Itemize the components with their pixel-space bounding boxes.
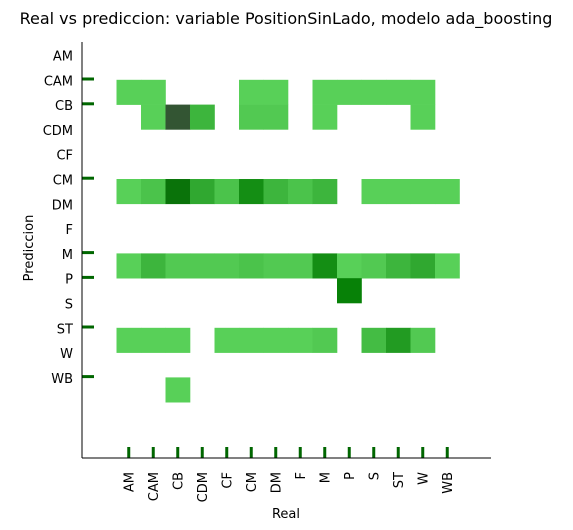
- x-tick-label-CDM: CDM: [196, 472, 211, 502]
- x-tick-labels: AM CAM CB CDM CF CM DM F M P S ST W WB: [122, 472, 456, 502]
- x-tick-label-DM: DM: [269, 472, 284, 493]
- x-tick-label-P: P: [343, 472, 358, 480]
- heatmap-cell-CM-F: [288, 179, 313, 205]
- y-tick-label-M: M: [62, 248, 73, 263]
- heatmap-cell-CAM-M: [312, 79, 338, 105]
- heatmap-cell-CM-CAM: [141, 179, 166, 205]
- heatmap-cell-CB-CDM: [190, 104, 215, 130]
- heatmap-cell-CAM-DM: [263, 79, 289, 105]
- x-tick-label-S: S: [367, 472, 382, 480]
- heatmap-cell-CAM-W: [410, 79, 436, 105]
- heatmap-cell-M-CDM: [190, 253, 215, 279]
- y-tick-label-AM: AM: [53, 50, 73, 65]
- heatmap-cell-CB-M: [312, 104, 338, 130]
- heatmap-cell-CM-M: [312, 179, 338, 205]
- heatmap-cell-CM-DM: [263, 179, 289, 205]
- heatmap-cell-M-F: [288, 253, 313, 279]
- heatmap-cell-ST-M: [312, 327, 338, 353]
- heatmap-cell-CM-CF: [214, 179, 240, 205]
- y-tick-label-F: F: [66, 223, 73, 238]
- heatmap-cell-P-P: [337, 278, 362, 304]
- chart-title: Real vs prediccion: variable PositionSin…: [20, 9, 553, 29]
- heatmap-cell-M-AM: [116, 253, 142, 279]
- heatmap-cell-CM-AM: [116, 179, 142, 205]
- heatmap-cell-M-CB: [165, 253, 191, 279]
- x-tick-label-CB: CB: [171, 472, 186, 490]
- x-tick-label-M: M: [318, 472, 333, 483]
- heatmap-cell-ST-F: [288, 327, 313, 353]
- heatmap-cells: [116, 79, 460, 403]
- heatmap-cell-CB-CM: [239, 104, 264, 130]
- heatmap-cell-CAM-ST: [386, 79, 411, 105]
- heatmap-cell-CB-CAM: [141, 104, 166, 130]
- heatmap-cell-CM-WB: [435, 179, 460, 205]
- heatmap-cell-M-W: [410, 253, 436, 279]
- heatmap-cell-M-DM: [263, 253, 289, 279]
- y-tick-label-CB: CB: [55, 99, 73, 114]
- heatmap-cell-CM-ST: [386, 179, 411, 205]
- heatmap-cell-ST-AM: [116, 327, 142, 353]
- x-tick-label-WB: WB: [441, 472, 456, 494]
- y-tick-label-S: S: [65, 298, 73, 313]
- heatmap-cell-CAM-AM: [116, 79, 142, 105]
- heatmap-cell-ST-DM: [263, 327, 289, 353]
- y-tick-label-ST: ST: [57, 322, 73, 337]
- heatmap-cell-ST-CM: [239, 327, 264, 353]
- heatmap-cell-M-CAM: [141, 253, 166, 279]
- x-tick-label-CF: CF: [220, 472, 235, 489]
- rug-marks: [82, 77, 449, 458]
- y-axis-label: Prediccion: [22, 215, 37, 282]
- heatmap-cell-CB-DM: [263, 104, 289, 130]
- heatmap-cell-WB-CB: [165, 377, 191, 403]
- heatmap-cell-CB-W: [410, 104, 436, 130]
- heatmap-cell-CAM-CAM: [141, 79, 166, 105]
- heatmap-cell-M-M: [312, 253, 338, 279]
- heatmap-cell-CAM-CM: [239, 79, 264, 105]
- x-tick-label-CAM: CAM: [147, 472, 162, 501]
- heatmap-cell-CB-CB: [165, 104, 191, 130]
- y-tick-label-CAM: CAM: [44, 74, 73, 89]
- heatmap-cell-M-CM: [239, 253, 264, 279]
- y-tick-label-CM: CM: [53, 174, 73, 189]
- x-tick-label-F: F: [294, 472, 309, 479]
- heatmap-cell-M-P: [337, 253, 362, 279]
- x-tick-label-CM: CM: [245, 472, 260, 492]
- heatmap-cell-CM-W: [410, 179, 436, 205]
- y-tick-label-DM: DM: [52, 198, 73, 213]
- heatmap-cell-M-S: [361, 253, 387, 279]
- heatmap-cell-ST-ST: [386, 327, 411, 353]
- y-tick-label-WB: WB: [51, 372, 73, 387]
- y-tick-label-P: P: [65, 273, 73, 288]
- y-tick-label-CF: CF: [56, 149, 73, 164]
- x-tick-label-ST: ST: [392, 472, 407, 488]
- heatmap-cell-CAM-S: [361, 79, 387, 105]
- heatmap-cell-CM-CDM: [190, 179, 215, 205]
- axes: [81, 42, 491, 459]
- y-tick-label-CDM: CDM: [43, 124, 73, 139]
- heatmap-cell-ST-W: [410, 327, 436, 353]
- y-tick-label-W: W: [60, 347, 73, 362]
- x-tick-label-AM: AM: [122, 472, 137, 492]
- heatmap-cell-CM-CM: [239, 179, 264, 205]
- heatmap-cell-ST-CB: [165, 327, 191, 353]
- heatmap-cell-ST-CF: [214, 327, 240, 353]
- x-tick-label-W: W: [416, 472, 431, 485]
- x-axis-label: Real: [272, 507, 300, 522]
- heatmap-cell-CM-CB: [165, 179, 191, 205]
- heatmap-cell-M-WB: [435, 253, 460, 279]
- heatmap-cell-M-ST: [386, 253, 411, 279]
- heatmap-cell-ST-S: [361, 327, 387, 353]
- heatmap-cell-ST-CAM: [141, 327, 166, 353]
- heatmap-cell-CM-S: [361, 179, 387, 205]
- heatmap-cell-CAM-P: [337, 79, 362, 105]
- heatmap-cell-M-CF: [214, 253, 240, 279]
